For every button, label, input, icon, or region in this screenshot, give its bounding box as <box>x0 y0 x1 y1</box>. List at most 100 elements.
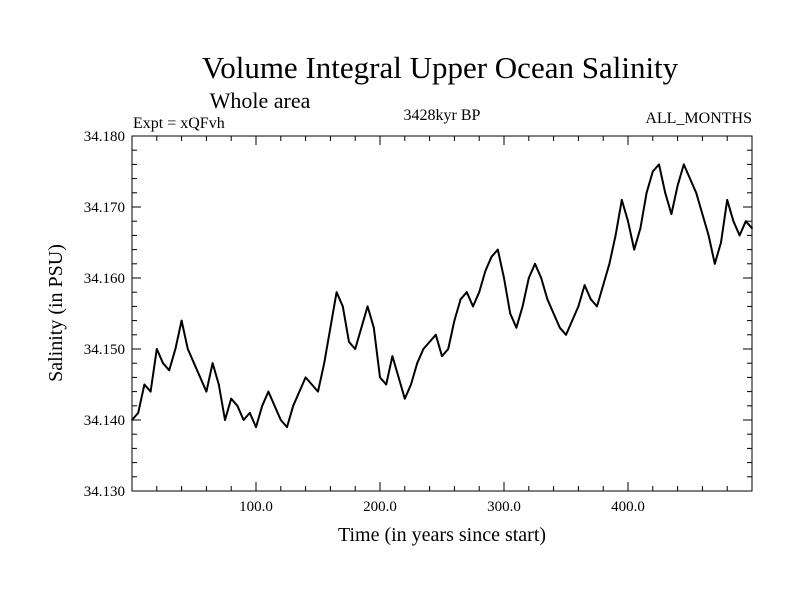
salinity-data-point <box>658 163 660 166</box>
salinity-data-point <box>205 390 208 393</box>
salinity-data-point <box>354 348 357 350</box>
salinity-data-point <box>478 291 481 294</box>
salinity-data-point <box>682 163 685 166</box>
salinity-data-point <box>738 234 741 237</box>
salinity-data-point <box>310 383 313 386</box>
salinity-data-point <box>255 426 257 428</box>
salinity-data-point <box>224 419 226 421</box>
salinity-data-point <box>403 397 406 400</box>
salinity-data-point <box>447 348 450 350</box>
salinity-data-point <box>149 390 152 393</box>
salinity-data-point <box>558 326 561 329</box>
salinity-data-point <box>360 326 363 329</box>
salinity-data-point <box>608 262 611 265</box>
salinity-data-point <box>527 277 530 279</box>
salinity-data-point <box>726 199 729 201</box>
salinity-data-point <box>664 191 667 194</box>
salinity-data-point <box>751 227 753 230</box>
salinity-data-point <box>453 319 456 322</box>
months-label: ALL_MONTHS <box>645 110 752 127</box>
y-tick-label: 34.150 <box>84 342 125 358</box>
salinity-data-point <box>422 348 425 350</box>
salinity-data-point <box>720 241 722 244</box>
salinity-data-point <box>670 213 673 216</box>
salinity-data-point <box>366 305 369 308</box>
salinity-data-point <box>317 390 319 393</box>
salinity-data-point <box>689 177 691 180</box>
salinity-data-point <box>199 376 202 379</box>
salinity-data-point <box>304 376 307 379</box>
chart-title: Volume Integral Upper Ocean Salinity <box>202 50 679 85</box>
salinity-data-point <box>732 220 735 223</box>
salinity-data-point <box>596 305 598 308</box>
salinity-data-point <box>713 262 716 265</box>
salinity-data-point <box>230 397 233 400</box>
salinity-data-point <box>695 191 698 194</box>
salinity-data-point <box>273 404 276 407</box>
salinity-data-point <box>540 277 543 279</box>
salinity-data-point <box>490 255 493 258</box>
salinity-data-point <box>279 419 282 421</box>
salinity-data-point <box>186 348 189 350</box>
chart-subtitle: Whole area <box>210 88 311 113</box>
y-tick-label: 34.140 <box>84 413 125 429</box>
salinity-data-point <box>348 341 350 343</box>
salinity-data-point <box>633 248 636 251</box>
salinity-data-point <box>323 362 326 365</box>
salinity-data-point <box>137 412 140 414</box>
y-tick-label: 34.180 <box>84 129 125 145</box>
salinity-data-point <box>552 312 555 315</box>
salinity-data-point <box>391 355 394 357</box>
salinity-data-point <box>162 362 164 365</box>
salinity-data-point <box>496 248 499 251</box>
salinity-data-point <box>577 305 580 308</box>
salinity-data-point <box>261 404 264 407</box>
x-tick-label: 400.0 <box>611 499 645 515</box>
salinity-data-point <box>410 383 412 386</box>
salinity-data-point <box>180 319 183 322</box>
salinity-data-point <box>565 333 567 336</box>
salinity-data-point <box>298 390 301 393</box>
salinity-data-point <box>503 277 505 279</box>
salinity-data-point <box>472 305 474 308</box>
salinity-data-point <box>155 348 158 350</box>
salinity-data-point <box>236 404 239 407</box>
salinity-data-point <box>267 390 270 393</box>
salinity-data-point <box>385 383 388 386</box>
salinity-data-point <box>571 319 574 322</box>
x-tick-label: 100.0 <box>239 499 273 515</box>
plot-frame <box>131 135 753 492</box>
x-axis-tick-labels: 100.0 200.0 300.0 400.0 <box>239 499 645 515</box>
salinity-data-point <box>242 419 245 421</box>
salinity-data-point <box>707 234 710 237</box>
salinity-data-point <box>589 298 592 301</box>
salinity-data-point <box>217 383 220 386</box>
y-tick-label: 34.170 <box>84 200 125 216</box>
salinity-data-point <box>627 220 629 223</box>
x-axis-ticks <box>156 136 728 491</box>
salinity-data-point <box>341 305 344 308</box>
salinity-data-point <box>379 376 381 379</box>
salinity-data-point <box>515 326 518 329</box>
salinity-data-point <box>441 355 443 357</box>
salinity-data-point <box>509 312 512 315</box>
salinity-data-point <box>620 199 623 201</box>
salinity-data-point <box>484 270 487 272</box>
salinity-data-point <box>651 170 654 173</box>
experiment-label: Expt = xQFvh <box>133 115 225 132</box>
salinity-data-point <box>372 326 375 329</box>
salinity-data-point <box>602 284 605 286</box>
salinity-data-point <box>744 220 747 223</box>
y-axis-tick-labels: 34.130 34.140 34.150 34.160 34.170 34.180 <box>84 129 125 500</box>
salinity-data-point <box>639 227 642 230</box>
salinity-data-point <box>168 369 171 372</box>
salinity-data-point <box>676 184 679 187</box>
x-tick-label: 200.0 <box>363 499 397 515</box>
salinity-data-point <box>211 362 214 365</box>
salinity-data-point <box>583 284 586 286</box>
salinity-data-point <box>434 333 437 336</box>
y-axis-label: Salinity (in PSU) <box>45 244 67 382</box>
salinity-data-point <box>193 362 195 365</box>
salinity-data-point <box>131 419 133 421</box>
salinity-data-point <box>534 262 536 265</box>
